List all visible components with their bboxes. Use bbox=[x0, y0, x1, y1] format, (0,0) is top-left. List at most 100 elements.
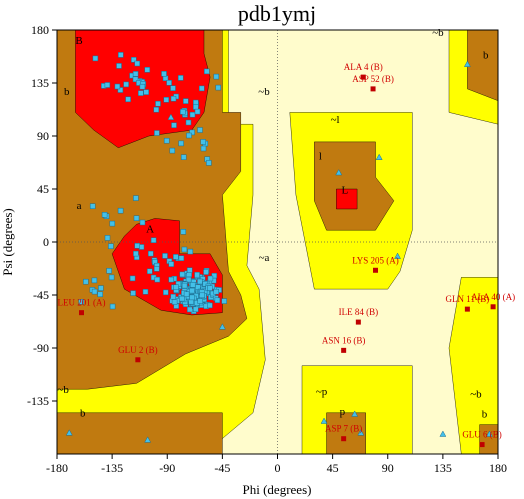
outlier-label: LYS 205 (A) bbox=[352, 255, 399, 265]
region-label: b bbox=[483, 49, 489, 61]
region-label: ~l bbox=[331, 114, 340, 126]
outlier-label: ASP 7 (B) bbox=[325, 424, 362, 434]
y-tick-label: -45 bbox=[33, 288, 49, 302]
residue-point bbox=[118, 52, 124, 58]
residue-point bbox=[189, 294, 195, 301]
residue-point bbox=[97, 291, 103, 298]
residue-point bbox=[189, 111, 196, 118]
glycine-point bbox=[486, 430, 493, 437]
region-label: b bbox=[482, 408, 488, 420]
y-tick-label: -90 bbox=[33, 341, 49, 355]
region-label: B bbox=[75, 35, 82, 47]
residue-point bbox=[154, 130, 160, 136]
x-tick-label: -90 bbox=[159, 461, 175, 475]
residue-point bbox=[180, 109, 186, 115]
outlier-point bbox=[135, 357, 141, 363]
residue-point bbox=[91, 288, 98, 295]
residue-point bbox=[180, 154, 187, 160]
x-tick-label: -180 bbox=[46, 461, 68, 475]
residue-point bbox=[92, 55, 99, 62]
residue-point bbox=[162, 253, 168, 259]
region-label: ~b bbox=[57, 384, 69, 396]
region-label: ~p bbox=[316, 386, 328, 398]
residue-point bbox=[104, 235, 111, 241]
y-tick-label: 45 bbox=[37, 182, 49, 196]
region-label: p bbox=[340, 406, 346, 418]
y-tick-label: 90 bbox=[37, 129, 49, 143]
x-tick-label: 45 bbox=[327, 461, 339, 475]
region-label: ~a bbox=[259, 252, 270, 264]
residue-point bbox=[78, 299, 85, 305]
residue-point bbox=[181, 246, 188, 253]
residue-point bbox=[178, 140, 184, 147]
residue-point bbox=[199, 292, 205, 299]
allowed-regions bbox=[56, 29, 499, 455]
residue-point bbox=[133, 195, 139, 201]
residue-point bbox=[101, 212, 108, 218]
outlier-label: GLU 2 (B) bbox=[118, 345, 158, 355]
y-axis-title: Psi (degrees) bbox=[0, 208, 15, 276]
residue-point bbox=[123, 81, 129, 88]
residue-point bbox=[168, 276, 174, 283]
chart-title: pdb1ymj bbox=[238, 1, 316, 26]
residue-point bbox=[108, 274, 115, 281]
data-points bbox=[65, 52, 493, 443]
region-label: b bbox=[80, 407, 86, 419]
residue-point bbox=[221, 298, 227, 304]
glycine-point bbox=[394, 252, 401, 259]
residue-point bbox=[168, 261, 175, 267]
x-tick-label: 135 bbox=[434, 461, 452, 475]
residue-point bbox=[197, 298, 203, 304]
residue-point bbox=[143, 89, 149, 95]
residue-point bbox=[207, 302, 213, 309]
glycine-point bbox=[167, 113, 175, 120]
y-tick-label: 180 bbox=[31, 23, 49, 37]
residue-point bbox=[203, 269, 209, 275]
residue-point bbox=[180, 229, 187, 235]
residue-point bbox=[177, 75, 184, 81]
residue-point bbox=[138, 90, 144, 96]
residue-point bbox=[117, 207, 124, 214]
residue-point bbox=[130, 290, 136, 296]
residue-point bbox=[114, 83, 121, 90]
residue-point bbox=[213, 73, 220, 80]
residue-point bbox=[108, 243, 114, 249]
glycine-point bbox=[144, 436, 152, 443]
outlier-label: LEU 201 (A) bbox=[58, 298, 106, 308]
residue-point bbox=[189, 282, 196, 288]
residue-point bbox=[161, 71, 167, 77]
region-label: ~b bbox=[470, 388, 482, 400]
glycine-point bbox=[351, 410, 359, 417]
residue-point bbox=[91, 277, 98, 284]
outlier-labels: ALA 4 (B) ASP 52 (B) LYS 205 (A) LEU 201 (A… bbox=[58, 62, 515, 448]
outlier-label: ASN 16 (B) bbox=[322, 335, 366, 345]
residue-point bbox=[178, 255, 185, 261]
residue-point bbox=[197, 278, 203, 285]
residue-point bbox=[133, 215, 140, 221]
residue-point bbox=[83, 278, 89, 285]
axes: -180 -135 -90 -45 0 45 90 135 180 -135 -90 -45 0 45 90… bbox=[27, 23, 507, 475]
residue-point bbox=[183, 291, 190, 297]
residue-point bbox=[171, 299, 178, 305]
glycine-point bbox=[320, 417, 328, 424]
residue-point bbox=[147, 268, 153, 275]
y-tick-label: 0 bbox=[43, 235, 49, 249]
outlier-label: ASP 52 (B) bbox=[352, 74, 394, 84]
residue-point bbox=[194, 271, 200, 278]
glycine-point bbox=[335, 168, 343, 176]
residue-point bbox=[133, 250, 139, 257]
residue-point bbox=[153, 106, 160, 113]
residue-point bbox=[204, 68, 210, 75]
residue-point bbox=[181, 282, 188, 289]
residue-point bbox=[200, 145, 207, 152]
residue-point bbox=[134, 243, 140, 249]
glycine-point bbox=[439, 430, 447, 437]
x-tick-label: -135 bbox=[101, 461, 123, 475]
outlier-label: GLU 6 (B) bbox=[462, 430, 502, 440]
residue-point bbox=[153, 266, 160, 272]
residue-point bbox=[125, 96, 131, 103]
outlier-point bbox=[370, 86, 376, 92]
residue-point bbox=[116, 63, 122, 69]
residue-point bbox=[139, 219, 146, 226]
